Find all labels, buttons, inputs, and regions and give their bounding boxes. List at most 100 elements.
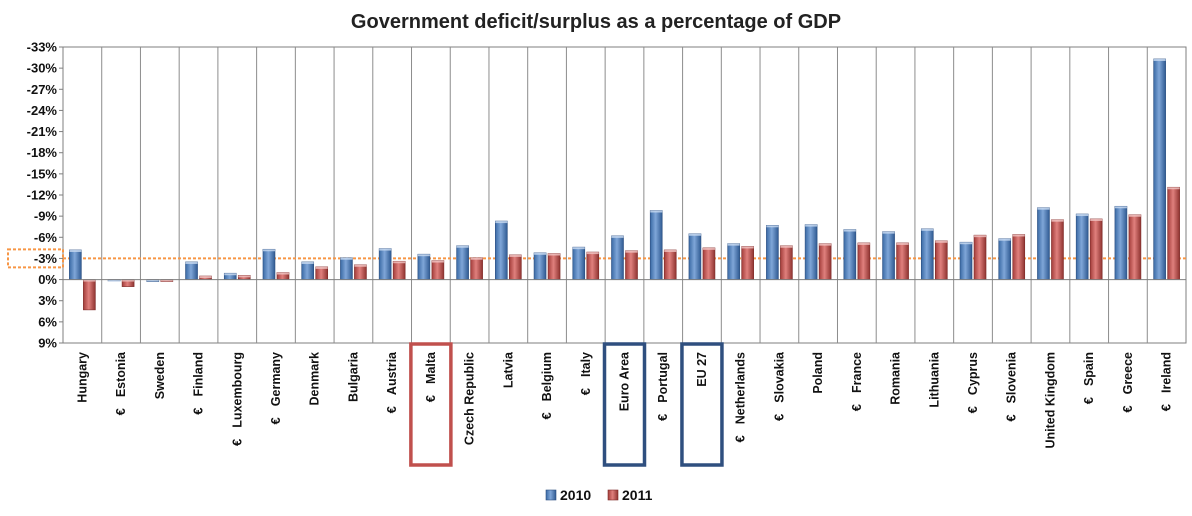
category-label: Ireland [1160,352,1174,393]
reference-highlight-box [7,248,64,269]
category-label: Spain [1082,352,1096,386]
y-tick-label: -12% [27,188,58,203]
bar-2011-italy [586,251,600,280]
euro-icon: € [539,412,554,419]
category-labels: Hungary Estonia € Sweden Finland € Luxembourg €… [75,342,1174,467]
category-label: Germany [269,352,283,406]
y-tick-label: -30% [27,61,58,76]
bar-2010-netherlands [727,243,740,280]
category-label: Bulgaria [346,351,360,402]
bar-2010-ireland [1153,58,1166,280]
category-label: Latvia [501,351,515,388]
bar-cap [417,254,430,257]
euro-icon: € [578,388,593,395]
legend-label-2011: 2011 [622,487,653,503]
bar-2010-poland [804,224,818,280]
bar-2010-hungary [69,249,82,280]
euro-icon: € [1159,404,1174,411]
bar-2011-malta [431,260,445,280]
bar-cap [548,253,561,256]
bar-cap [1037,207,1050,210]
bar-cap [1076,214,1089,217]
euro-icon: € [423,395,438,402]
bar-2010-latvia [495,220,508,280]
y-tick-label: -3% [34,251,58,266]
bar-2011-belgium [547,253,561,280]
y-tick-label: -6% [34,230,58,245]
euro-icon: € [384,406,399,413]
y-tick-label: -15% [27,166,58,181]
bar-cap [1128,214,1141,217]
category-label: Sweden [153,352,167,399]
bar-2011-poland [818,243,832,280]
bar-cap [960,242,973,245]
bar-cap [702,247,715,250]
bar-2010-austria [378,248,392,280]
bar-cap [664,249,677,252]
bar-cap [509,254,522,257]
bar-cap [780,245,793,248]
bar-cap [262,249,275,252]
category-label: Italy [579,352,593,377]
y-tick-label: 3% [38,293,57,308]
bar-2010-germany [262,248,276,280]
bar-cap [534,252,547,255]
euro-icon: € [1004,414,1019,421]
bar-cap [1090,218,1103,221]
bar-2011-austria [392,260,406,280]
bar-2011-lithuania [934,240,948,280]
chart-title: Government deficit/surplus as a percenta… [351,11,841,33]
y-tick-label: -33% [27,40,58,55]
bar-cap [393,261,406,264]
category-label: Finland [192,352,206,396]
bar-cap [379,248,392,251]
bar-2011-united-kingdom [1051,219,1064,280]
category-label: Slovenia [1005,351,1019,403]
legend-swatch-2011 [607,489,619,501]
category-label: Romania [889,351,903,405]
bar-2010-portugal [649,210,663,280]
bar-2010-denmark [301,261,315,280]
bar-cap [224,273,237,276]
category-label: Hungary [75,352,89,403]
bar-cap [857,242,870,245]
bar-cap [1167,187,1180,190]
bar-2010-italy [572,246,586,280]
highlight-box-euro-area [602,342,647,467]
category-label: Estonia [114,351,128,397]
bar-cap [69,249,82,252]
plot-frame [62,46,1187,344]
euro-icon: € [733,435,748,442]
category-label: Slovakia [772,351,786,403]
bar-cap [1051,219,1064,222]
bar-2010-euro-area [611,235,624,280]
bar-cap [354,264,367,267]
bar-2010-united-kingdom [1037,207,1050,280]
euro-icon: € [849,404,864,411]
bar-cap [456,245,469,248]
category-label: Denmark [308,352,322,406]
bar-cap [146,279,159,282]
legend-swatch-2010 [545,489,557,501]
bar-2011-spain [1089,218,1103,280]
bar-cap [431,260,444,263]
euro-icon: € [191,407,206,414]
bar-cap [83,279,96,282]
category-label: Belgium [540,352,554,401]
bar-cap [470,257,483,260]
bar-cap [1153,58,1166,61]
bar-2010-czech-republic [456,245,469,280]
bars-layer [69,58,1180,311]
category-label: Malta [424,351,438,384]
euro-icon: € [268,417,283,424]
euro-icon: € [113,408,128,415]
bar-2011-greece [1128,214,1142,280]
bar-cap [727,243,740,246]
bar-2010-lithuania [920,228,934,280]
bar-2010-france [843,229,857,280]
bar-2010-slovakia [766,225,779,280]
legend: 2010 2011 [545,487,653,503]
y-tick-label: 6% [38,314,57,329]
